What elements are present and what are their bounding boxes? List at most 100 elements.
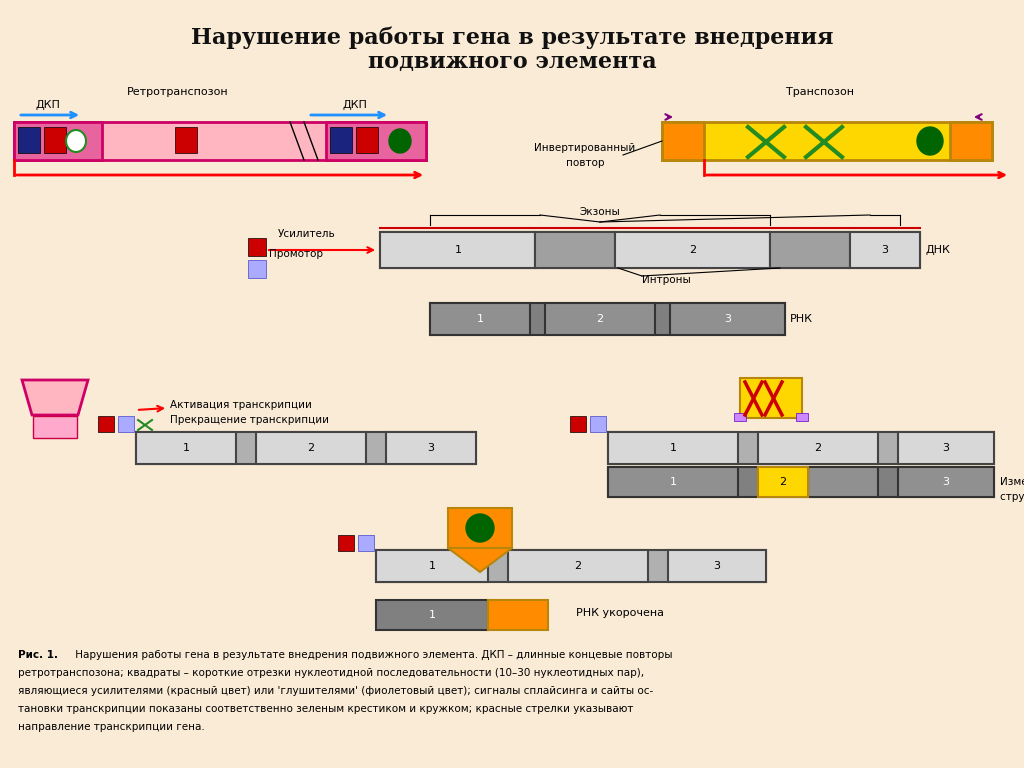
Text: 1: 1 [476, 314, 483, 324]
Ellipse shape [466, 514, 494, 542]
Bar [430, 303, 785, 335]
Bar [136, 432, 476, 464]
Polygon shape [22, 380, 88, 415]
Text: 1: 1 [670, 443, 677, 453]
Text: 3: 3 [427, 443, 434, 453]
Bar [898, 467, 994, 497]
Text: РНК укорочена: РНК укорочена [575, 608, 664, 618]
Text: 3: 3 [942, 443, 949, 453]
Bar [430, 303, 530, 335]
Bar [136, 432, 236, 464]
Bar [33, 416, 77, 438]
Bar [386, 432, 476, 464]
Text: Ретротранспозон: Ретротранспозон [127, 87, 228, 97]
Bar [545, 303, 655, 335]
Text: ДКП: ДКП [36, 100, 60, 110]
Text: направление транскрипции гена.: направление транскрипции гена. [18, 722, 205, 732]
Bar [615, 232, 770, 268]
Text: 2: 2 [689, 245, 696, 255]
Bar [608, 467, 738, 497]
Text: Экзоны: Экзоны [580, 207, 621, 217]
Bar [670, 303, 785, 335]
Bar [175, 127, 197, 153]
Text: 1: 1 [455, 245, 462, 255]
Bar [662, 122, 992, 160]
Text: ДКП: ДКП [343, 100, 368, 110]
Bar [248, 238, 266, 256]
Bar [758, 432, 878, 464]
Text: 1: 1 [670, 477, 677, 487]
Text: повтор: повтор [565, 158, 604, 168]
Polygon shape [449, 548, 512, 572]
Bar [508, 550, 648, 582]
Bar [796, 413, 808, 421]
Bar [570, 416, 586, 432]
Text: Транспозон: Транспозон [786, 87, 854, 97]
Bar [338, 535, 354, 551]
Text: Промотор: Промотор [269, 249, 323, 259]
Bar [488, 600, 548, 630]
Text: Нарушения работы гена в результате внедрения подвижного элемента. ДКП – длинные : Нарушения работы гена в результате внедр… [72, 650, 673, 660]
Text: Усилитель: Усилитель [278, 229, 336, 239]
Bar [18, 127, 40, 153]
Bar [14, 122, 102, 160]
Text: РНК: РНК [790, 314, 813, 324]
Bar [326, 122, 426, 160]
Bar [740, 378, 802, 418]
Text: тановки транскрипции показаны соответственно зеленым крестиком и кружком; красны: тановки транскрипции показаны соответств… [18, 704, 634, 714]
Bar [256, 432, 366, 464]
Bar [98, 416, 114, 432]
Ellipse shape [918, 127, 943, 155]
Text: ДНК: ДНК [926, 245, 951, 255]
Bar [449, 508, 512, 548]
Text: 2: 2 [307, 443, 314, 453]
Bar [608, 432, 738, 464]
Bar [850, 232, 920, 268]
Bar [950, 122, 992, 160]
Bar [608, 432, 994, 464]
Text: 2: 2 [574, 561, 582, 571]
Ellipse shape [389, 129, 411, 153]
Text: Изменена: Изменена [1000, 477, 1024, 487]
Bar [380, 232, 920, 268]
Bar [380, 232, 535, 268]
Text: 1: 1 [182, 443, 189, 453]
Text: являющиеся усилителями (красный цвет) или 'глушителями' (фиолетовый цвет); сигна: являющиеся усилителями (красный цвет) ил… [18, 686, 653, 696]
Bar [356, 127, 378, 153]
Text: 2: 2 [596, 314, 603, 324]
Bar [535, 232, 615, 268]
Text: Нарушение работы гена в результате внедрения: Нарушение работы гена в результате внедр… [190, 27, 834, 49]
Bar [248, 260, 266, 278]
Bar [758, 467, 808, 497]
Text: Инвертированный: Инвертированный [535, 143, 636, 153]
Ellipse shape [66, 130, 86, 152]
Text: 1: 1 [428, 561, 435, 571]
Text: 3: 3 [725, 314, 731, 324]
Bar [376, 600, 488, 630]
Text: 3: 3 [714, 561, 721, 571]
Text: Активация транскрипции: Активация транскрипции [170, 400, 312, 410]
Text: 3: 3 [942, 477, 949, 487]
Text: 2: 2 [779, 477, 786, 487]
Text: ретротранспозона; квадраты – короткие отрезки нуклеотидной последовательности (1: ретротранспозона; квадраты – короткие от… [18, 668, 644, 678]
Bar [376, 550, 488, 582]
Bar [808, 467, 878, 497]
Text: 3: 3 [882, 245, 889, 255]
Bar [44, 127, 66, 153]
Text: Рис. 1.: Рис. 1. [18, 650, 58, 660]
Bar [898, 432, 994, 464]
Bar [330, 127, 352, 153]
Bar [358, 535, 374, 551]
Text: 1: 1 [428, 610, 435, 620]
Bar [770, 232, 850, 268]
Bar [376, 550, 766, 582]
Bar [118, 416, 134, 432]
Text: Интроны: Интроны [642, 275, 691, 285]
Text: 2: 2 [814, 443, 821, 453]
Bar [14, 122, 426, 160]
Bar [662, 122, 705, 160]
Bar [608, 467, 994, 497]
Bar [668, 550, 766, 582]
Bar [590, 416, 606, 432]
Text: структура РНК: структура РНК [1000, 492, 1024, 502]
